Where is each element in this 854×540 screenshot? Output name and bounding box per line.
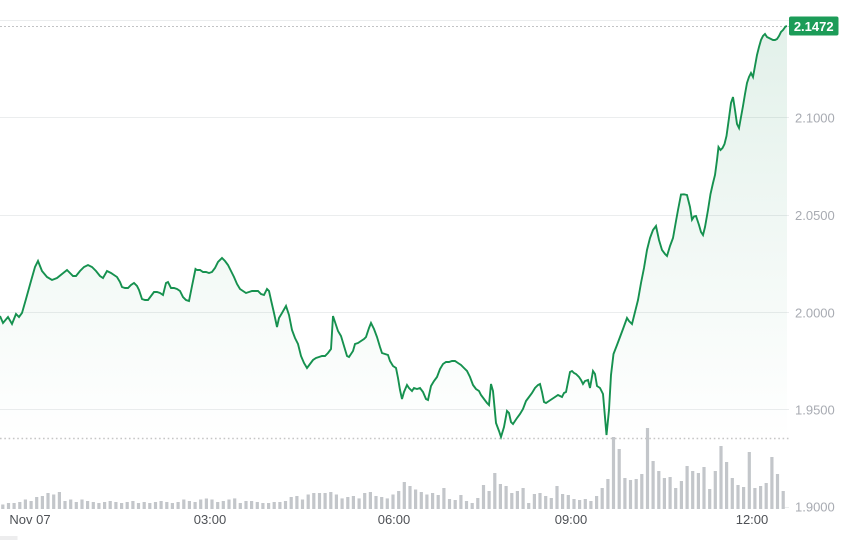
svg-text:2.0500: 2.0500 xyxy=(795,208,835,223)
svg-text:06:00: 06:00 xyxy=(378,512,411,527)
svg-text:1.9500: 1.9500 xyxy=(795,403,835,418)
svg-text:1.9000: 1.9000 xyxy=(795,500,835,515)
svg-text:12:00: 12:00 xyxy=(736,512,769,527)
svg-text:03:00: 03:00 xyxy=(194,512,227,527)
svg-text:2.1472: 2.1472 xyxy=(794,19,834,34)
svg-text:Nov 07: Nov 07 xyxy=(9,512,50,527)
svg-text:2.0000: 2.0000 xyxy=(795,306,835,321)
svg-text:2.1000: 2.1000 xyxy=(795,111,835,126)
svg-text:09:00: 09:00 xyxy=(555,512,588,527)
